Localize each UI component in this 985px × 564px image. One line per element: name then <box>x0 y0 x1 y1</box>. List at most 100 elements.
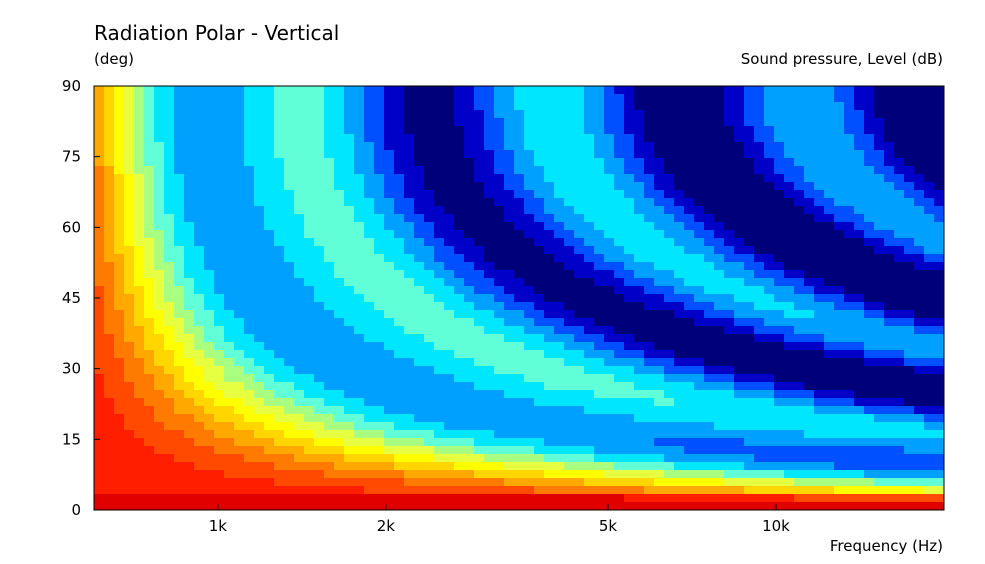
heatmap-cell <box>544 278 554 286</box>
heatmap-cell <box>94 398 104 406</box>
heatmap-cell <box>334 334 344 342</box>
heatmap-cell <box>484 86 494 94</box>
heatmap-cell <box>244 230 254 238</box>
heatmap-cell <box>514 174 524 182</box>
heatmap-cell <box>294 190 304 198</box>
heatmap-cell <box>544 494 554 502</box>
heatmap-cell <box>104 254 114 262</box>
heatmap-cell <box>144 478 154 486</box>
heatmap-cell <box>684 326 694 334</box>
heatmap-cell <box>594 350 604 358</box>
heatmap-cell <box>854 254 864 262</box>
heatmap-cell <box>774 382 784 390</box>
heatmap-cell <box>684 350 694 358</box>
heatmap-cell <box>94 198 104 206</box>
heatmap-cell <box>364 126 374 134</box>
heatmap-cell <box>624 286 634 294</box>
y-tick-label: 45 <box>62 289 81 307</box>
heatmap-cell <box>484 110 494 118</box>
heatmap-cell <box>124 190 134 198</box>
heatmap-cell <box>344 430 354 438</box>
heatmap-cell <box>854 238 864 246</box>
heatmap-cell <box>334 294 344 302</box>
heatmap-cell <box>504 398 514 406</box>
heatmap-cell <box>624 310 634 318</box>
heatmap-cell <box>314 190 324 198</box>
heatmap-cell <box>884 422 894 430</box>
heatmap-cell <box>654 366 664 374</box>
heatmap-cell <box>184 310 194 318</box>
heatmap-cell <box>904 206 914 214</box>
heatmap-cell <box>444 246 454 254</box>
heatmap-cell <box>734 230 744 238</box>
heatmap-cell <box>254 150 264 158</box>
heatmap-cell <box>274 310 284 318</box>
heatmap-cell <box>594 406 604 414</box>
heatmap-cell <box>524 174 534 182</box>
heatmap-cell <box>834 222 844 230</box>
heatmap-cell <box>644 462 654 470</box>
heatmap-cell <box>114 110 124 118</box>
heatmap-cell <box>554 334 564 342</box>
heatmap-cell <box>564 486 574 494</box>
heatmap-cell <box>794 102 804 110</box>
heatmap-cell <box>654 254 664 262</box>
heatmap-cell <box>534 246 544 254</box>
heatmap-cell <box>364 398 374 406</box>
heatmap-cell <box>904 150 914 158</box>
heatmap-cell <box>894 94 904 102</box>
heatmap-cell <box>634 390 644 398</box>
heatmap-cell <box>784 302 794 310</box>
heatmap-cell <box>414 374 424 382</box>
heatmap-cell <box>864 238 874 246</box>
heatmap-cell <box>834 86 844 94</box>
heatmap-cell <box>184 198 194 206</box>
heatmap-cell <box>304 126 314 134</box>
heatmap-cell <box>774 94 784 102</box>
heatmap-cell <box>874 214 884 222</box>
heatmap-cell <box>354 478 364 486</box>
heatmap-cell <box>884 446 894 454</box>
heatmap-cell <box>904 126 914 134</box>
heatmap-cell <box>904 254 914 262</box>
heatmap-cell <box>844 430 854 438</box>
heatmap-cell <box>364 462 374 470</box>
heatmap-cell <box>724 406 734 414</box>
heatmap-cell <box>494 374 504 382</box>
heatmap-cell <box>704 206 714 214</box>
heatmap-cell <box>224 334 234 342</box>
heatmap-cell <box>154 478 164 486</box>
heatmap-cell <box>484 222 494 230</box>
heatmap-cell <box>254 454 264 462</box>
heatmap-cell <box>544 166 554 174</box>
heatmap-cell <box>224 270 234 278</box>
heatmap-cell <box>624 86 634 94</box>
heatmap-cell <box>934 478 944 486</box>
heatmap-cell <box>154 214 164 222</box>
heatmap-cell <box>154 94 164 102</box>
heatmap-cell <box>204 478 214 486</box>
heatmap-cell <box>274 270 284 278</box>
heatmap-cell <box>214 134 224 142</box>
heatmap-cell <box>494 390 504 398</box>
heatmap-cell <box>894 446 904 454</box>
heatmap-cell <box>374 158 384 166</box>
heatmap-cell <box>814 318 824 326</box>
heatmap-cell <box>824 350 834 358</box>
heatmap-cell <box>894 374 904 382</box>
heatmap-cell <box>874 366 884 374</box>
heatmap-cell <box>854 494 864 502</box>
heatmap-cell <box>274 382 284 390</box>
heatmap-cell <box>494 126 504 134</box>
heatmap-cell <box>674 222 684 230</box>
heatmap-cell <box>144 470 154 478</box>
heatmap-cell <box>734 294 744 302</box>
heatmap-cell <box>664 174 674 182</box>
heatmap-cell <box>724 286 734 294</box>
heatmap-cell <box>284 462 294 470</box>
heatmap-cell <box>364 478 374 486</box>
heatmap-cell <box>294 486 304 494</box>
heatmap-cell <box>464 182 474 190</box>
heatmap-cell <box>714 326 724 334</box>
heatmap-cell <box>714 462 724 470</box>
